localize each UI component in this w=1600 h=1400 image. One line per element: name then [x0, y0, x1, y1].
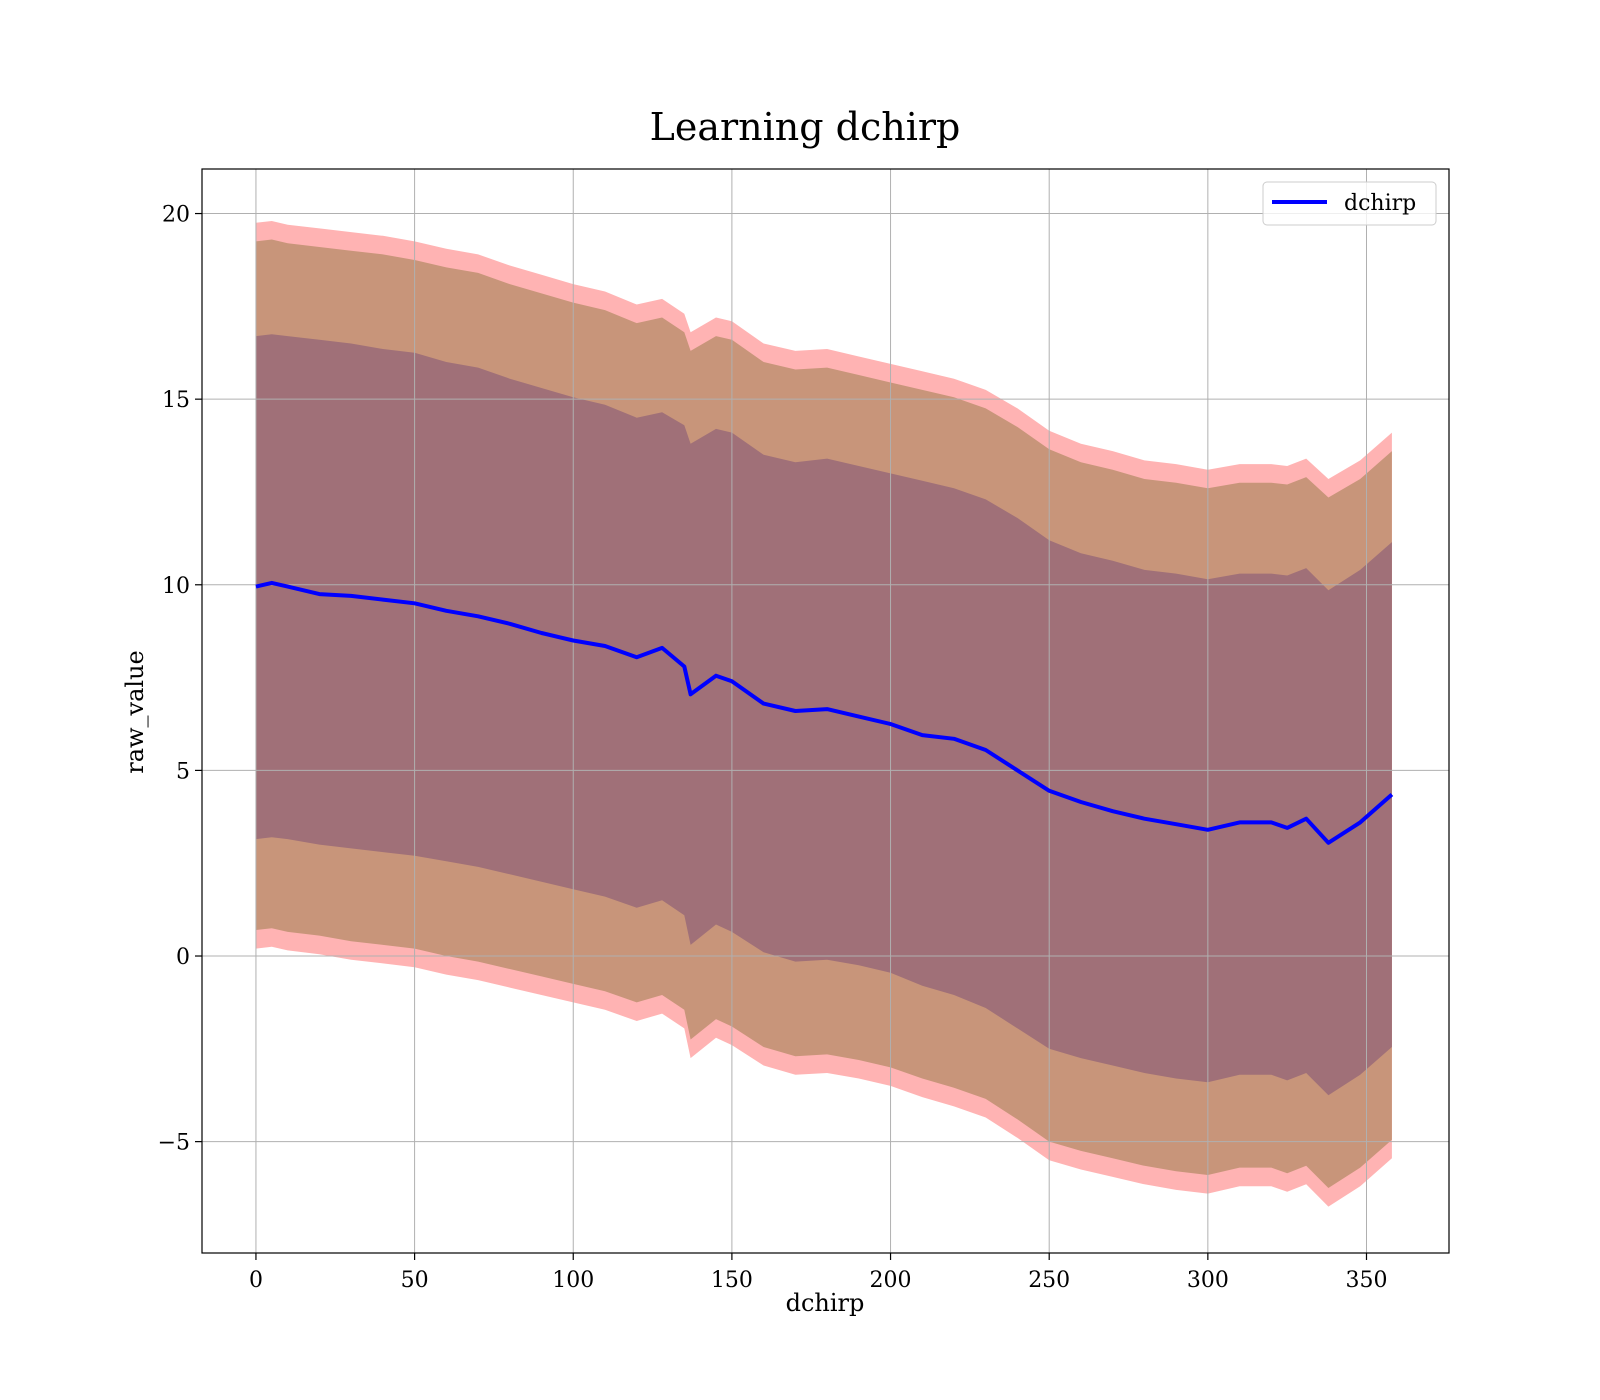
y-axis-label: raw_value: [121, 650, 149, 774]
chart-title: Learning dchirp: [650, 105, 961, 149]
x-tick-label: 200: [870, 1268, 912, 1293]
series-line-dchirp: [255, 580, 1394, 845]
x-tick-label: 150: [711, 1268, 753, 1293]
series-layer: [255, 580, 1394, 845]
x-tick-label: 350: [1346, 1268, 1388, 1293]
y-tick-label: 0: [176, 945, 190, 970]
x-tick-label: 0: [249, 1268, 263, 1293]
y-tick-label: 10: [162, 574, 190, 599]
legend: dchirp: [1262, 181, 1437, 226]
x-tick-label: 250: [1028, 1268, 1070, 1293]
y-tick-label: −5: [158, 1131, 190, 1156]
legend-box: [1262, 181, 1437, 226]
y-axis-ticks: −5 0 5 10 15 20: [158, 203, 202, 1156]
plot-frame: [201, 168, 1450, 1254]
y-tick-label: 15: [162, 388, 190, 413]
x-tick-label: 50: [401, 1268, 429, 1293]
band-inner: [255, 334, 1392, 1096]
y-tick-label: 5: [176, 759, 190, 784]
x-tick-label: 100: [552, 1268, 594, 1293]
y-tick-label: 20: [162, 203, 190, 228]
confidence-bands: [255, 221, 1392, 1207]
x-tick-label: 300: [1187, 1268, 1229, 1293]
x-axis-label: dchirp: [786, 1289, 865, 1317]
grid: [202, 169, 1449, 1253]
legend-entry-dchirp: dchirp: [1344, 191, 1416, 216]
x-axis-ticks: 0 50 100 150 200 250 300 350: [249, 1253, 1388, 1293]
